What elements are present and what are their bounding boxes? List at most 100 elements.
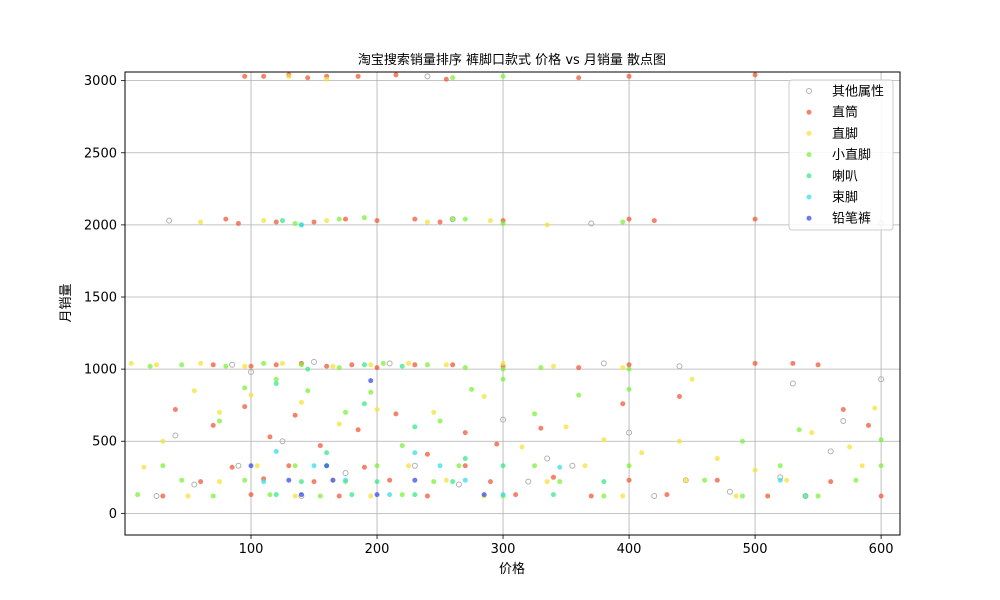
- data-point: [198, 360, 204, 366]
- data-point: [859, 463, 865, 469]
- data-point: [147, 363, 153, 369]
- data-point: [292, 463, 298, 469]
- data-point: [336, 216, 342, 222]
- data-point: [153, 493, 160, 500]
- data-point: [393, 72, 399, 78]
- data-point: [714, 456, 720, 462]
- data-point: [487, 218, 493, 224]
- data-point: [626, 366, 632, 372]
- data-point: [141, 464, 147, 470]
- data-point: [424, 493, 430, 499]
- data-point: [563, 424, 569, 430]
- data-point: [229, 361, 236, 368]
- data-point: [223, 216, 229, 222]
- data-point: [500, 220, 506, 226]
- data-point: [248, 463, 254, 469]
- data-point: [469, 386, 475, 392]
- data-point: [752, 467, 758, 473]
- data-point: [777, 477, 783, 483]
- legend-label: 直脚: [832, 126, 858, 142]
- data-point: [689, 376, 695, 382]
- legend-marker: [806, 194, 812, 200]
- data-point: [456, 463, 462, 469]
- legend-box: [788, 79, 894, 231]
- chart-title: 淘宝搜索销量排序 裤脚口款式 价格 vs 月销量 散点图: [358, 52, 666, 68]
- data-point: [462, 456, 468, 462]
- data-point: [242, 385, 248, 391]
- data-point: [286, 477, 292, 483]
- data-point: [500, 416, 507, 423]
- data-point: [790, 360, 796, 366]
- data-point: [752, 360, 758, 366]
- data-point: [784, 477, 790, 483]
- legend-marker: [806, 88, 812, 94]
- data-point: [355, 427, 361, 433]
- data-point: [777, 463, 783, 469]
- data-point: [198, 479, 204, 485]
- data-point: [588, 220, 595, 227]
- data-point: [324, 450, 330, 456]
- data-point: [500, 73, 506, 79]
- data-point: [878, 376, 885, 383]
- data-point: [286, 73, 292, 79]
- data-point: [450, 362, 456, 368]
- data-points: [128, 72, 885, 500]
- data-point: [317, 493, 323, 499]
- data-point: [626, 386, 632, 392]
- x-tick-label: 600: [869, 542, 894, 557]
- data-point: [664, 492, 670, 498]
- data-point: [462, 463, 468, 469]
- data-point: [210, 422, 216, 428]
- data-point: [342, 469, 349, 476]
- data-point: [248, 363, 254, 369]
- data-point: [878, 437, 884, 443]
- data-point: [191, 481, 198, 488]
- data-point: [601, 437, 607, 443]
- data-point: [412, 450, 418, 456]
- data-point: [242, 363, 248, 369]
- legend-marker: [806, 152, 812, 158]
- legend-label: 铅笔裤: [832, 211, 871, 227]
- data-point: [160, 493, 166, 499]
- data-point: [424, 73, 431, 80]
- data-point: [840, 418, 847, 425]
- data-point: [412, 216, 418, 222]
- data-point: [172, 407, 178, 413]
- legend-label: 小直脚: [832, 147, 871, 163]
- data-point: [261, 218, 267, 224]
- data-point: [544, 222, 550, 228]
- data-point: [298, 492, 304, 498]
- data-point: [532, 463, 538, 469]
- data-point: [569, 462, 576, 469]
- data-point: [343, 477, 349, 483]
- data-point: [273, 362, 279, 368]
- data-point: [292, 220, 298, 226]
- data-point: [437, 463, 443, 469]
- data-point: [683, 477, 689, 483]
- data-point: [462, 365, 468, 371]
- data-point: [292, 493, 298, 499]
- data-point: [393, 411, 399, 417]
- data-point: [443, 477, 449, 483]
- x-axis-label: 价格: [499, 561, 525, 577]
- data-point: [330, 477, 336, 483]
- legend-marker: [806, 130, 812, 136]
- data-point: [752, 216, 758, 222]
- data-point: [160, 438, 166, 444]
- data-point: [601, 479, 607, 485]
- data-point: [349, 362, 355, 368]
- data-point: [576, 392, 582, 398]
- data-point: [305, 388, 311, 394]
- y-tick-label: 1500: [84, 291, 117, 306]
- data-point: [324, 463, 330, 469]
- data-point: [311, 219, 317, 225]
- data-point: [450, 75, 456, 81]
- data-point: [166, 217, 173, 224]
- data-point: [450, 479, 456, 485]
- data-point: [550, 474, 556, 480]
- data-point: [336, 421, 342, 427]
- data-point: [443, 76, 449, 82]
- data-point: [135, 492, 141, 498]
- data-point: [828, 479, 834, 485]
